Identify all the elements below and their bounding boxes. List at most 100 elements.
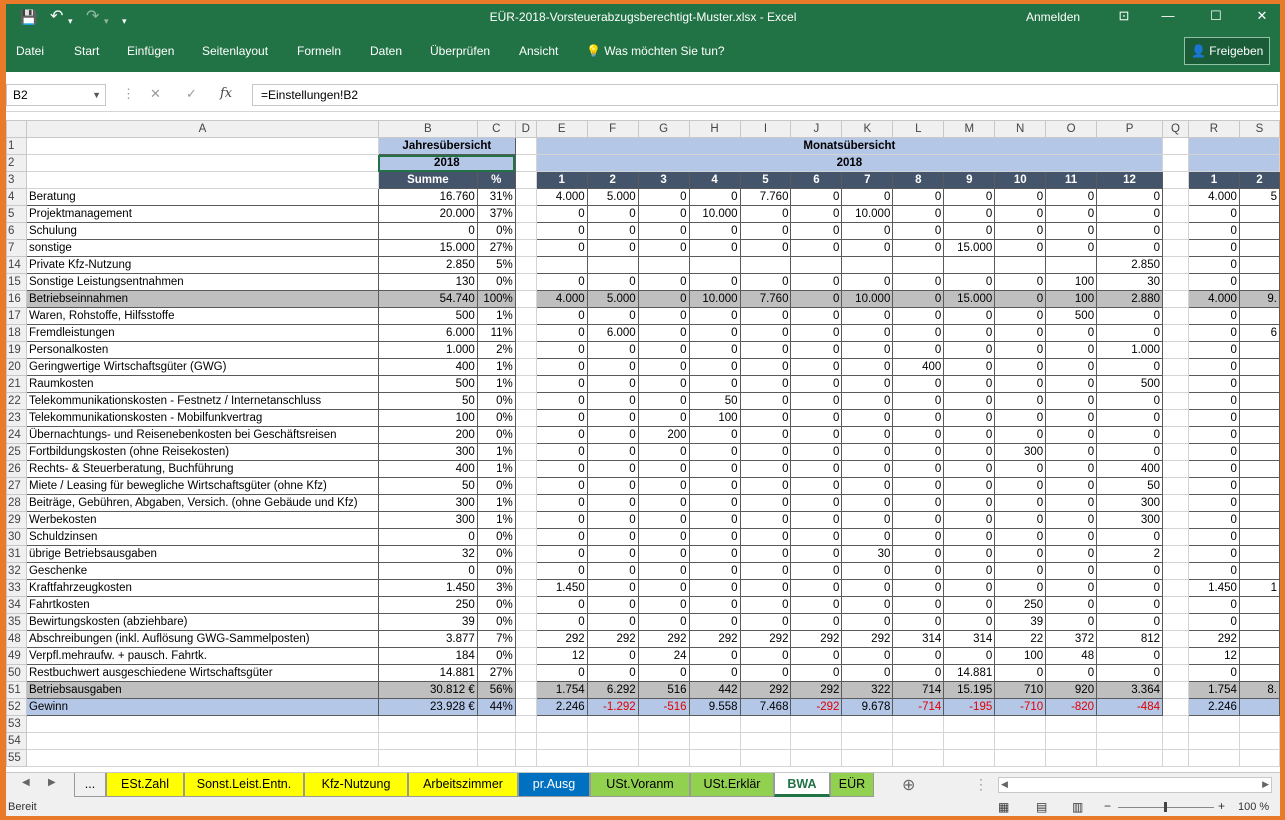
month-value-cell[interactable]: 0 (994, 392, 1047, 410)
cell[interactable] (790, 749, 843, 767)
percent-cell[interactable]: 31% (476, 188, 516, 206)
month-value-cell[interactable]: 0 (892, 511, 945, 529)
month-value-cell[interactable]: 100 (1045, 273, 1098, 291)
month-value-cell[interactable]: 0 (688, 579, 741, 597)
month-value-cell[interactable]: 0 (637, 239, 690, 257)
month-value-cell[interactable]: 0 (1096, 443, 1163, 461)
month-value-cell[interactable] (892, 256, 945, 274)
month-value-cell[interactable]: 0 (739, 426, 792, 444)
month-value-cell[interactable]: 2.246 (535, 698, 588, 716)
column-header-p[interactable]: P (1096, 120, 1163, 138)
month-value-cell[interactable]: 0 (1187, 664, 1240, 682)
sheet-tab-arbeitszimmer[interactable]: Arbeitszimmer (408, 773, 518, 797)
month-value-cell[interactable] (943, 256, 996, 274)
month-value-cell[interactable]: 0 (892, 443, 945, 461)
month-value-cell[interactable]: 0 (637, 562, 690, 580)
month-value-cell[interactable]: 12 (535, 647, 588, 665)
month-value-cell[interactable]: 0 (994, 494, 1047, 512)
percent-cell[interactable]: 0% (476, 528, 516, 546)
month-value-cell[interactable]: 1.450 (535, 579, 588, 597)
month-header[interactable]: 1 (535, 171, 588, 189)
column-header-e[interactable]: E (535, 120, 588, 138)
month-value-cell[interactable]: 0 (586, 358, 639, 376)
month-value-cell[interactable]: 0 (943, 205, 996, 223)
column-header-g[interactable]: G (637, 120, 690, 138)
column-header-n[interactable]: N (994, 120, 1047, 138)
cell[interactable] (1162, 392, 1189, 410)
month-value-cell[interactable]: 0 (1187, 443, 1240, 461)
scroll-left-icon[interactable]: ◀ (22, 777, 30, 788)
cell[interactable] (514, 171, 537, 189)
month-value-cell[interactable]: 0 (688, 358, 741, 376)
month-value-cell[interactable]: 0 (943, 647, 996, 665)
month-value-cell[interactable] (535, 256, 588, 274)
month-value-cell[interactable] (1238, 494, 1280, 512)
cell[interactable] (514, 715, 537, 733)
cell[interactable] (1162, 528, 1189, 546)
month-value-cell[interactable]: 0 (943, 443, 996, 461)
cell[interactable] (25, 715, 379, 733)
row-label[interactable]: Beiträge, Gebühren, Abgaben, Versich. (o… (25, 494, 379, 512)
cell[interactable] (1162, 613, 1189, 631)
month-value-cell[interactable]: 0 (1096, 596, 1163, 614)
sheet-tab-est-zahl[interactable]: ESt.Zahl (106, 773, 184, 797)
cell[interactable] (1162, 477, 1189, 495)
month-value-cell[interactable]: 0 (586, 460, 639, 478)
month-value-cell[interactable]: 0 (688, 647, 741, 665)
cell[interactable] (1162, 341, 1189, 359)
month-value-cell[interactable]: 0 (790, 341, 843, 359)
month-value-cell[interactable]: 0 (841, 494, 894, 512)
ribbon-display-icon[interactable]: ⊡ (1118, 8, 1130, 23)
cell[interactable] (535, 732, 588, 750)
save-icon[interactable]: 💾 (20, 9, 38, 25)
month-value-cell[interactable]: 0 (1096, 222, 1163, 240)
month-value-cell[interactable]: 0 (688, 545, 741, 563)
month-value-cell[interactable]: 0 (1187, 307, 1240, 325)
percent-cell[interactable]: 1% (476, 511, 516, 529)
month-value-cell[interactable]: 0 (790, 511, 843, 529)
month-value-cell[interactable] (1238, 477, 1280, 495)
month-value-cell[interactable]: 0 (790, 307, 843, 325)
cell[interactable] (688, 749, 741, 767)
cell[interactable] (1162, 171, 1189, 189)
sum-cell[interactable]: 14.881 (377, 664, 478, 682)
row-header[interactable]: 30 (6, 528, 27, 546)
month-value-cell[interactable] (1238, 239, 1280, 257)
cell[interactable] (1162, 494, 1189, 512)
month-value-cell[interactable]: 0 (994, 358, 1047, 376)
column-header-c[interactable]: C (476, 120, 516, 138)
month-value-cell[interactable]: 0 (739, 375, 792, 393)
month-value-cell[interactable]: 0 (1045, 664, 1098, 682)
month-value-cell[interactable]: 0 (688, 664, 741, 682)
cell[interactable] (377, 732, 478, 750)
month-value-cell[interactable]: 0 (943, 545, 996, 563)
cell[interactable] (514, 205, 537, 223)
percent-cell[interactable]: 2% (476, 341, 516, 359)
month-value-cell[interactable]: 0 (535, 375, 588, 393)
month-value-cell[interactable]: 0 (688, 188, 741, 206)
cell[interactable] (1162, 715, 1189, 733)
cell[interactable] (892, 749, 945, 767)
month-value-cell[interactable]: 0 (994, 664, 1047, 682)
month-value-cell[interactable]: 0 (892, 579, 945, 597)
sum-cell[interactable]: 400 (377, 358, 478, 376)
percent-cell[interactable]: 0% (476, 273, 516, 291)
month-value-cell[interactable]: 30 (1096, 273, 1163, 291)
month-value-cell[interactable] (637, 256, 690, 274)
row-label[interactable]: Betriebsausgaben (25, 681, 379, 699)
cell[interactable] (25, 732, 379, 750)
month-value-cell[interactable]: 0 (1045, 511, 1098, 529)
month-value-cell[interactable]: 0 (1045, 443, 1098, 461)
percent-cell[interactable]: 1% (476, 375, 516, 393)
month-value-cell[interactable]: 292 (841, 630, 894, 648)
month-value-cell[interactable]: 0 (637, 324, 690, 342)
month-value-cell[interactable]: 0 (1045, 477, 1098, 495)
cell[interactable] (1238, 732, 1280, 750)
cell[interactable] (514, 392, 537, 410)
row-label[interactable]: Restbuchwert ausgeschiedene Wirtschaftsg… (25, 664, 379, 682)
month-value-cell[interactable]: 0 (739, 647, 792, 665)
month-value-cell[interactable]: 48 (1045, 647, 1098, 665)
cell[interactable] (688, 715, 741, 733)
month-value-cell[interactable]: 4.000 (1187, 188, 1240, 206)
cell[interactable] (637, 749, 690, 767)
